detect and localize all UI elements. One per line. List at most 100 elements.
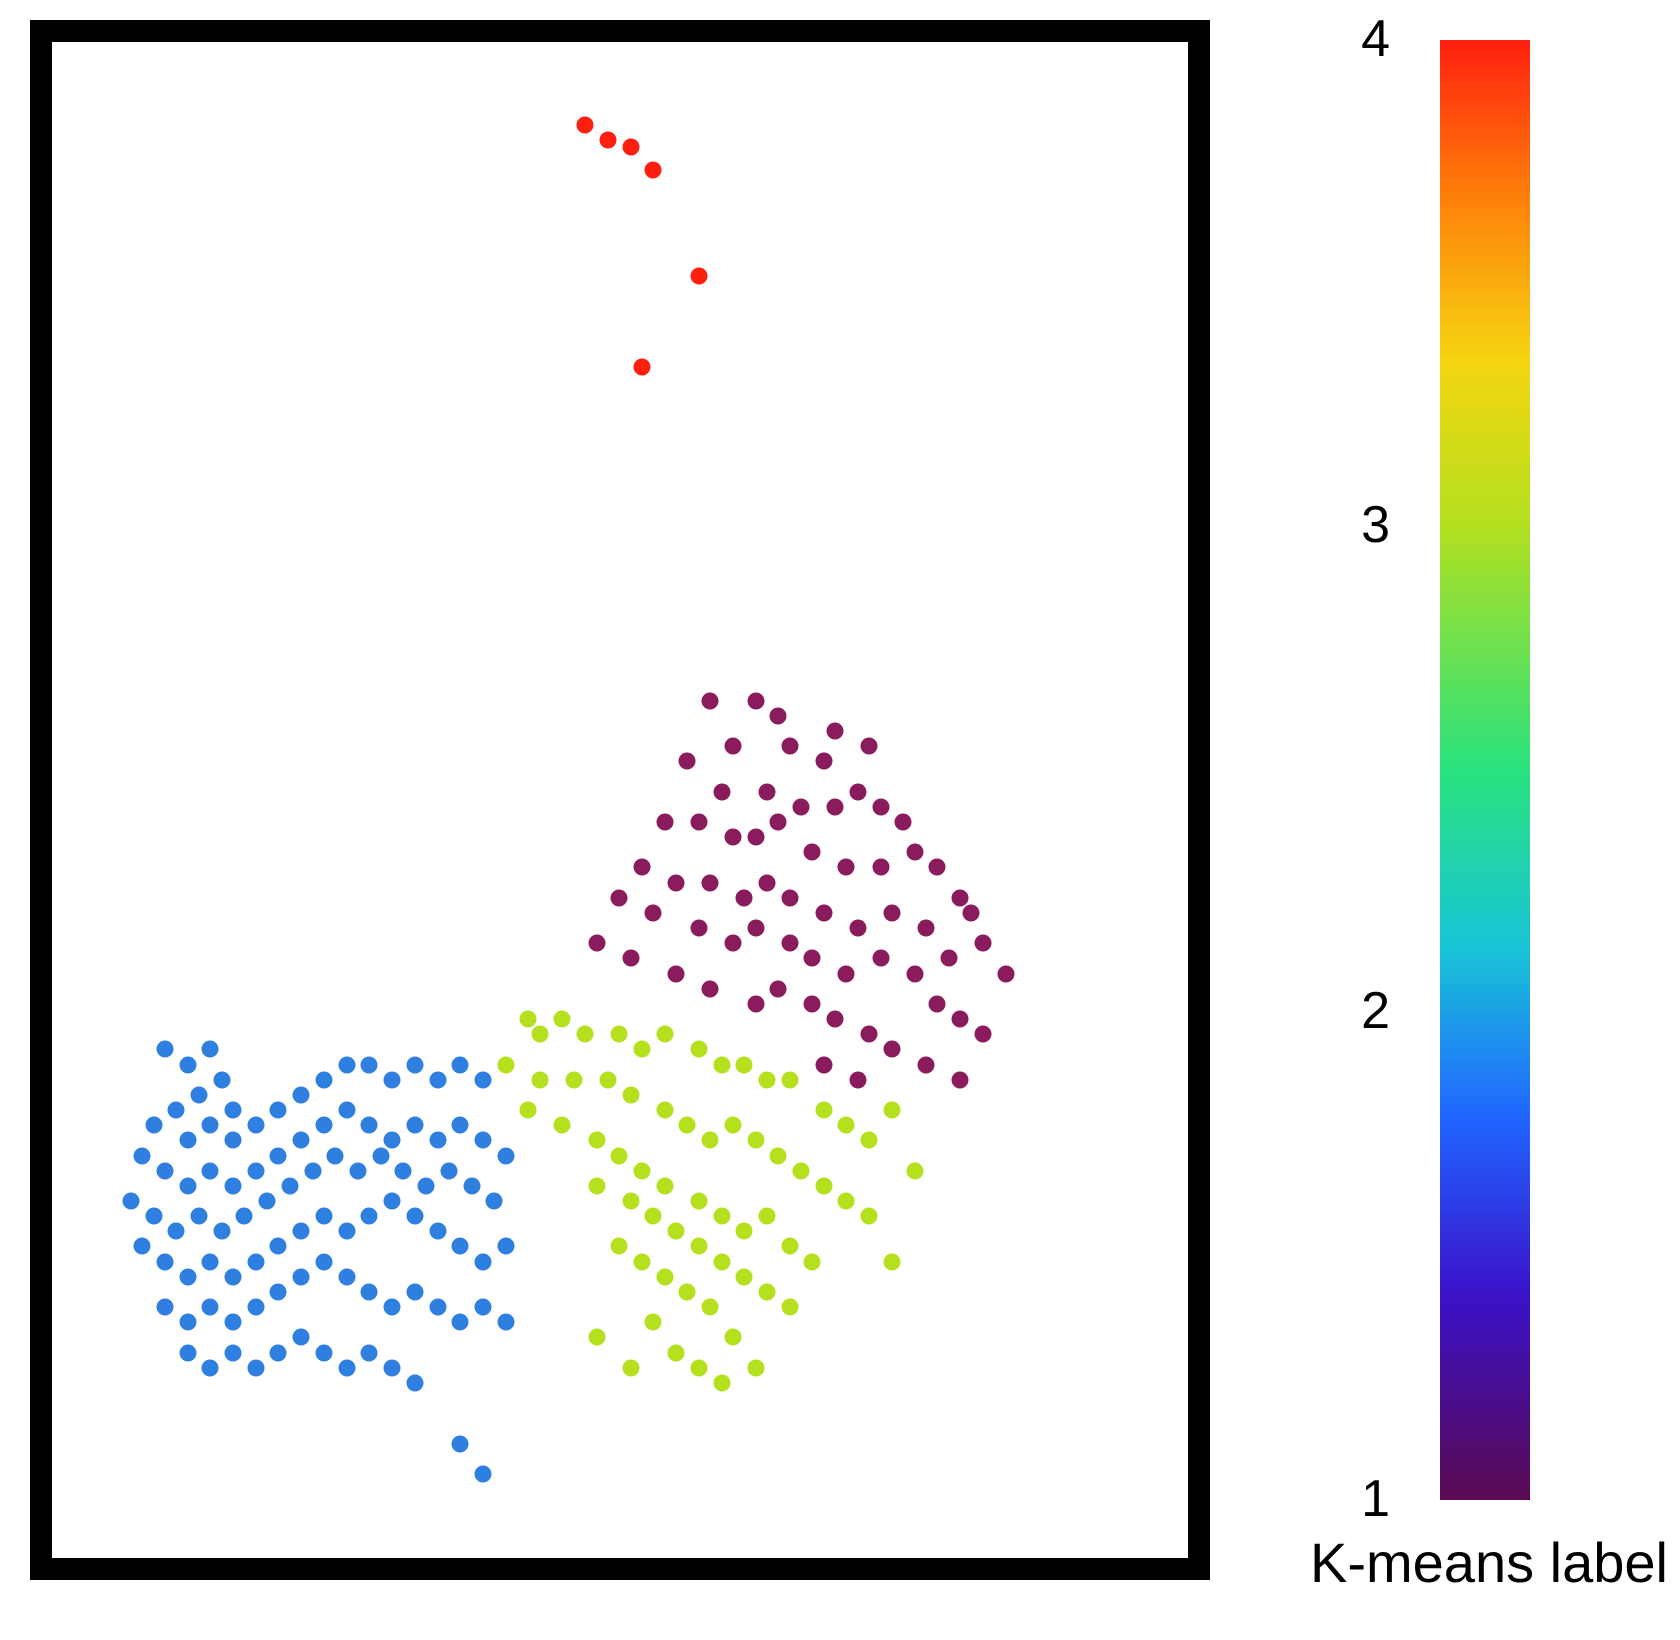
scatter-point <box>293 1223 310 1240</box>
scatter-point <box>849 1071 866 1088</box>
scatter-point <box>213 1223 230 1240</box>
scatter-point <box>270 1147 287 1164</box>
scatter-point <box>668 1223 685 1240</box>
scatter-point <box>225 1177 242 1194</box>
scatter-point <box>225 1344 242 1361</box>
scatter-point <box>974 1026 991 1043</box>
scatter-point <box>315 1344 332 1361</box>
scatter-point <box>497 1147 514 1164</box>
scatter-point <box>634 1162 651 1179</box>
scatter-point <box>736 1056 753 1073</box>
scatter-point <box>213 1071 230 1088</box>
scatter-point <box>906 965 923 982</box>
scatter-point <box>497 1238 514 1255</box>
scatter-point <box>838 965 855 982</box>
scatter-point <box>611 889 628 906</box>
scatter-point <box>634 359 651 376</box>
scatter-point <box>270 1238 287 1255</box>
scatter-point <box>599 1071 616 1088</box>
scatter-point <box>861 738 878 755</box>
scatter-point <box>815 753 832 770</box>
scatter-point <box>565 1071 582 1088</box>
scatter-point <box>395 1162 412 1179</box>
scatter-point <box>724 1117 741 1134</box>
scatter-point <box>804 844 821 861</box>
scatter-point <box>713 1253 730 1270</box>
scatter-point <box>247 1162 264 1179</box>
scatter-point <box>781 935 798 952</box>
scatter-point <box>952 1071 969 1088</box>
scatter-point <box>156 1041 173 1058</box>
scatter-point <box>315 1117 332 1134</box>
scatter-point <box>225 1132 242 1149</box>
scatter-point <box>702 1132 719 1149</box>
scatter-point <box>974 935 991 952</box>
scatter-point <box>611 1147 628 1164</box>
scatter-point <box>827 1011 844 1028</box>
scatter-point <box>497 1056 514 1073</box>
scatter-point <box>724 738 741 755</box>
scatter-point <box>588 1329 605 1346</box>
scatter-point <box>861 1026 878 1043</box>
scatter-point <box>815 904 832 921</box>
scatter-point <box>645 1208 662 1225</box>
scatter-point <box>179 1177 196 1194</box>
scatter-point <box>781 738 798 755</box>
scatter-point <box>827 723 844 740</box>
scatter-point <box>429 1132 446 1149</box>
scatter-point <box>770 1147 787 1164</box>
scatter-point <box>781 889 798 906</box>
scatter-point <box>474 1132 491 1149</box>
scatter-point <box>168 1102 185 1119</box>
scatter-point <box>145 1208 162 1225</box>
scatter-point <box>758 1071 775 1088</box>
scatter-point <box>747 920 764 937</box>
scatter-point <box>952 1011 969 1028</box>
scatter-point <box>793 798 810 815</box>
scatter-point <box>270 1102 287 1119</box>
colorbar-gradient <box>1440 40 1530 1500</box>
scatter-point <box>713 1056 730 1073</box>
scatter-point <box>384 1299 401 1316</box>
scatter-point <box>770 980 787 997</box>
scatter-point <box>599 131 616 148</box>
scatter-point <box>656 1177 673 1194</box>
scatter-point <box>622 139 639 156</box>
scatter-point <box>179 1056 196 1073</box>
scatter-point <box>906 844 923 861</box>
colorbar-tick: 2 <box>1310 981 1390 1041</box>
scatter-point <box>804 995 821 1012</box>
scatter-point <box>247 1299 264 1316</box>
scatter-point <box>656 814 673 831</box>
scatter-point <box>883 1041 900 1058</box>
scatter-point <box>134 1147 151 1164</box>
scatter-point <box>429 1223 446 1240</box>
scatter-point <box>758 874 775 891</box>
scatter-point <box>645 1314 662 1331</box>
scatter-point <box>225 1268 242 1285</box>
scatter-point <box>997 965 1014 982</box>
scatter-point <box>429 1071 446 1088</box>
scatter-point <box>770 814 787 831</box>
scatter-point <box>156 1162 173 1179</box>
scatter-point <box>179 1132 196 1149</box>
scatter-point <box>634 1253 651 1270</box>
scatter-point <box>702 692 719 709</box>
scatter-point <box>588 935 605 952</box>
scatter-point <box>202 1162 219 1179</box>
scatter-point <box>350 1162 367 1179</box>
scatter-point <box>270 1344 287 1361</box>
scatter-point <box>361 1208 378 1225</box>
scatter-point <box>225 1102 242 1119</box>
scatter-point <box>940 950 957 967</box>
scatter-point <box>179 1344 196 1361</box>
scatter-point <box>849 920 866 937</box>
scatter-point <box>338 1268 355 1285</box>
scatter-point <box>202 1117 219 1134</box>
scatter-point <box>668 874 685 891</box>
scatter-point <box>588 1132 605 1149</box>
scatter-point <box>474 1253 491 1270</box>
scatter-point <box>179 1314 196 1331</box>
scatter-point <box>724 935 741 952</box>
scatter-point <box>190 1086 207 1103</box>
